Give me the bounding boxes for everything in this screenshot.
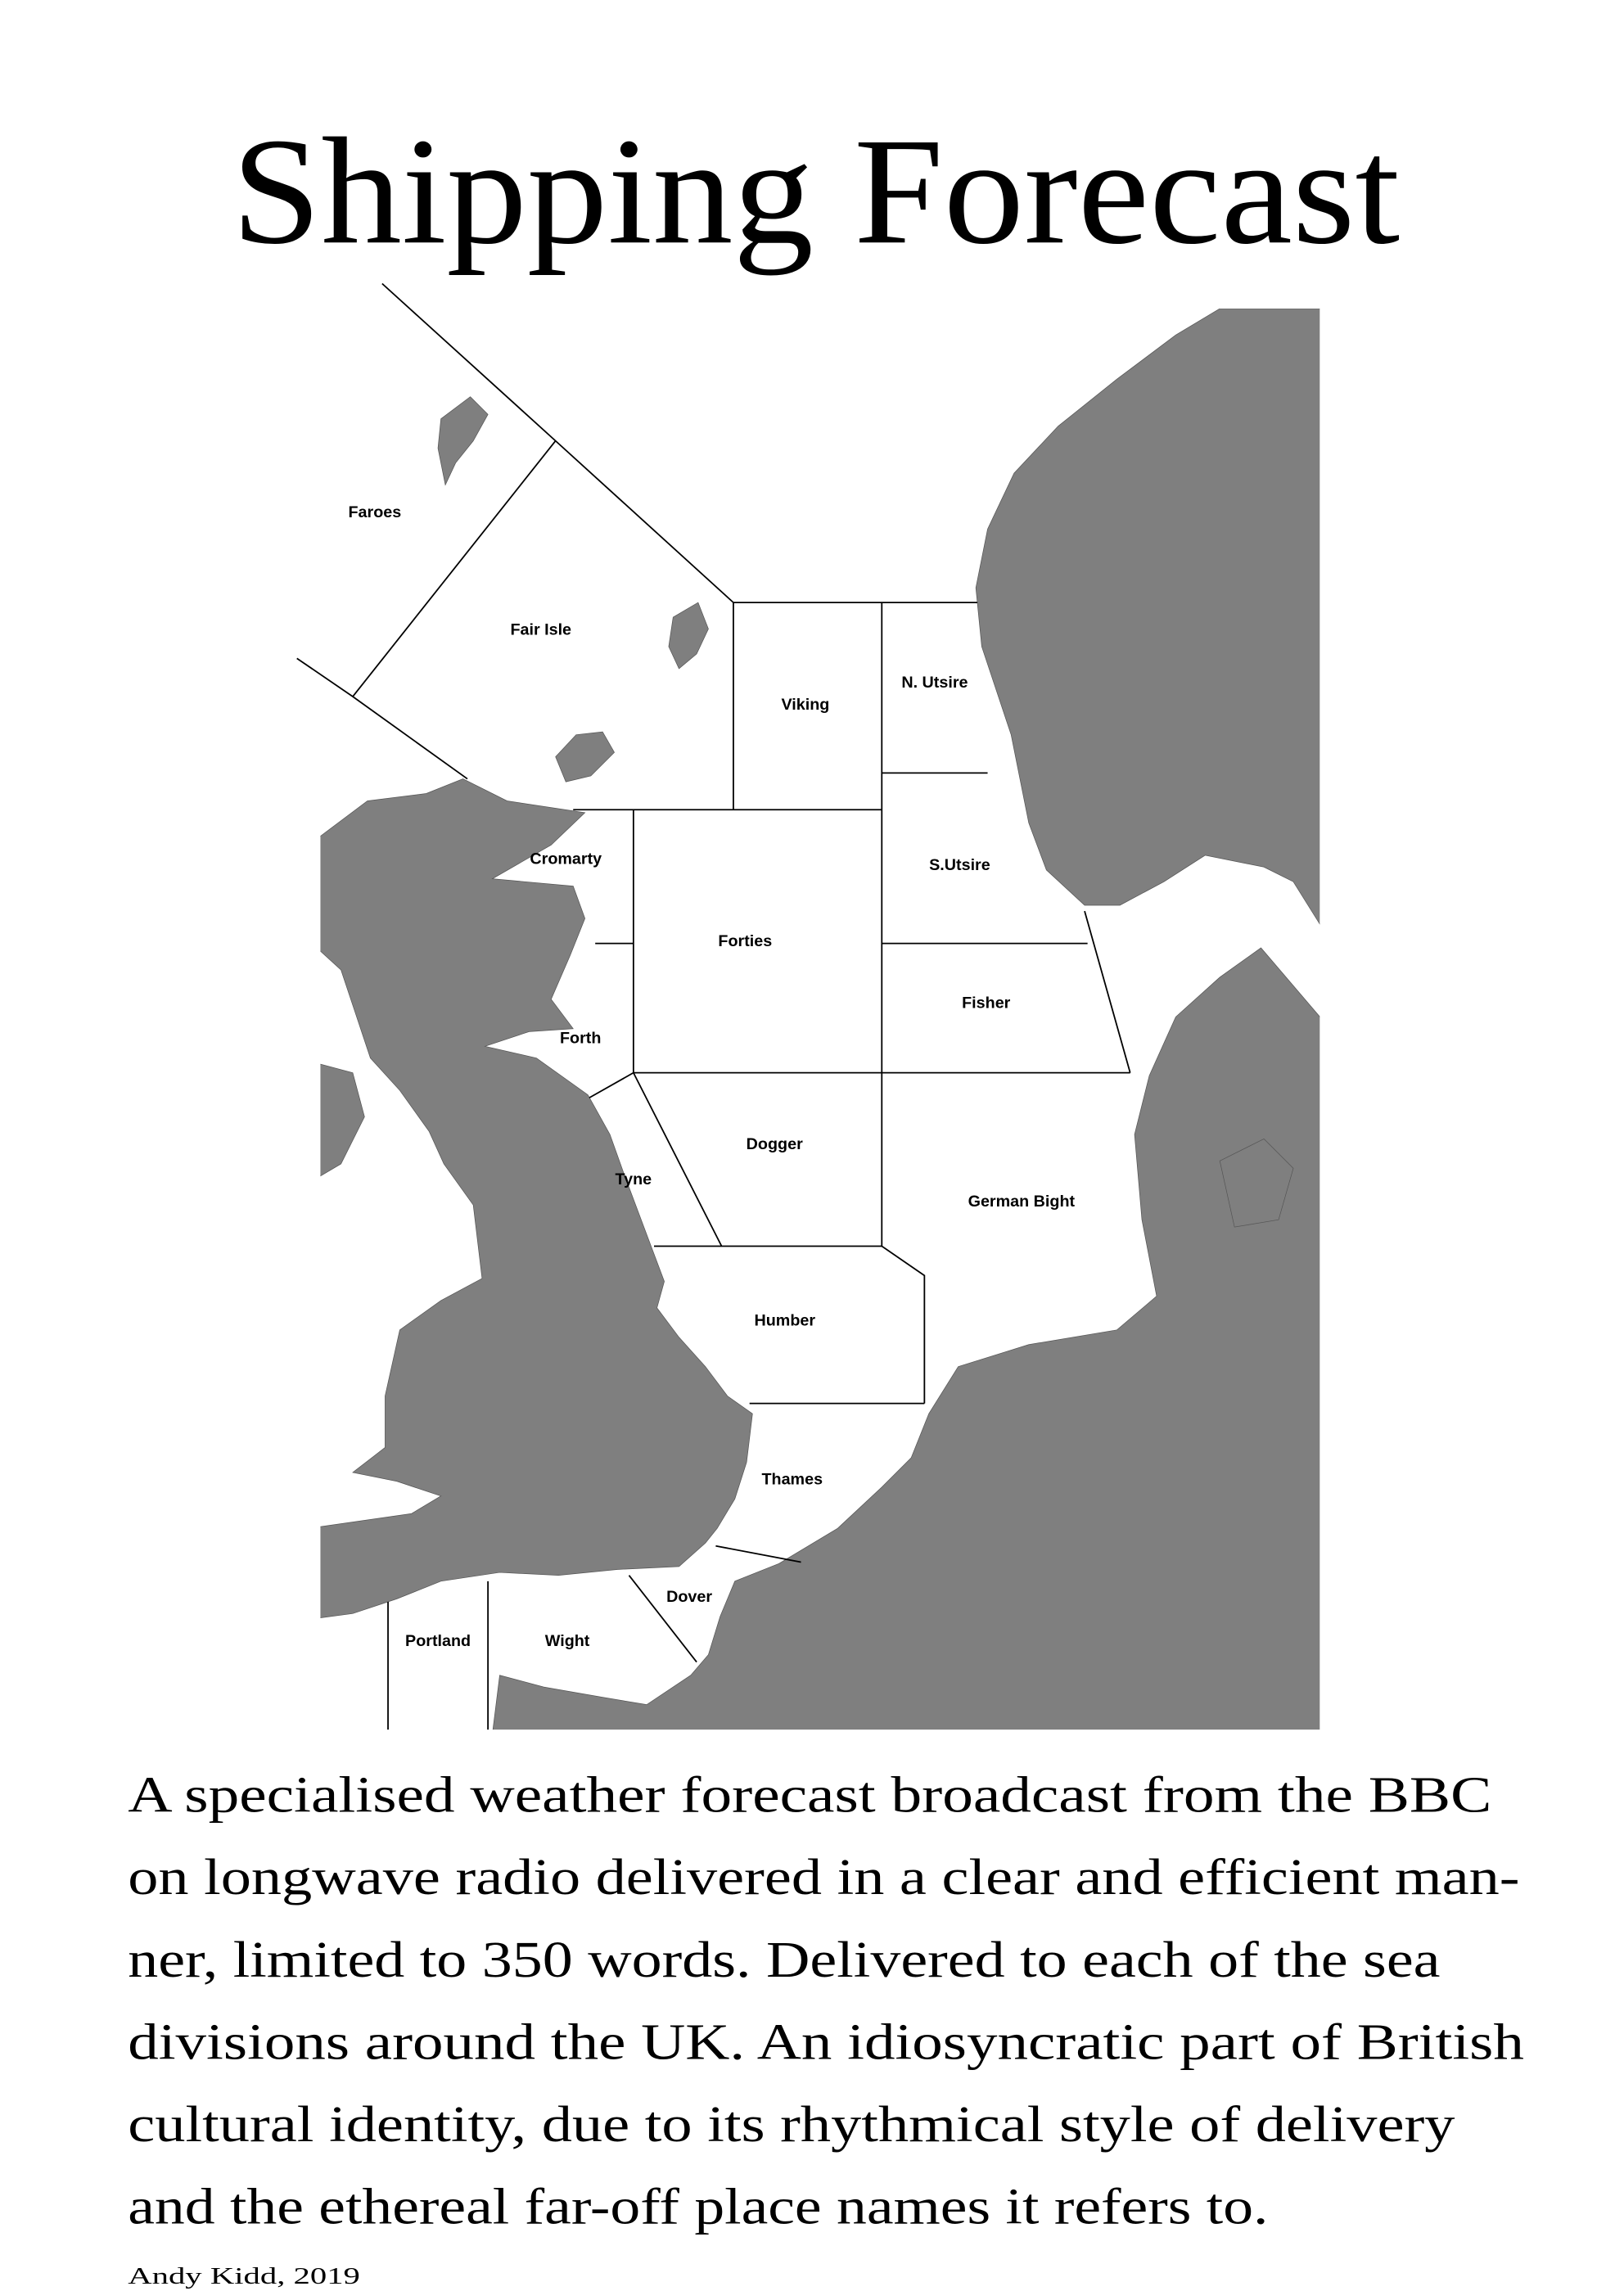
ireland-land <box>320 1063 365 1177</box>
description-line: divisions around the UK. An idiosyncrati… <box>128 2013 1524 2070</box>
great-britain-land <box>320 778 753 1618</box>
label-portland: Portland <box>405 1632 471 1650</box>
description-paragraph: A specialised weather forecast broadcast… <box>128 1766 1524 2235</box>
label-fisher: Fisher <box>962 994 1011 1012</box>
page-title: Shipping Forecast <box>232 107 1400 276</box>
description-line: ner, limited to 350 words. Delivered to … <box>128 1931 1440 1988</box>
label-wight: Wight <box>545 1632 590 1650</box>
label-fair-isle: Fair Isle <box>510 621 571 639</box>
continent-land <box>492 947 1320 1730</box>
orkney-land <box>555 731 615 782</box>
label-humber: Humber <box>754 1311 815 1329</box>
faroe-islands-land <box>437 396 489 486</box>
norway-land <box>975 309 1320 925</box>
label-forties: Forties <box>718 932 772 950</box>
label-north-utsire: N. Utsire <box>901 674 968 692</box>
label-forth: Forth <box>560 1030 601 1048</box>
description-line: and the ethereal far-off place names it … <box>128 2177 1268 2235</box>
label-thames: Thames <box>761 1470 823 1488</box>
description-line: A specialised weather forecast broadcast… <box>128 1766 1491 1824</box>
denmark-islands-land <box>1219 1138 1294 1228</box>
sea-area-labels: Faroes Fair Isle Viking N. Utsire S.Utsi… <box>349 503 1076 1650</box>
label-dover: Dover <box>666 1588 712 1606</box>
label-dogger: Dogger <box>747 1135 803 1153</box>
author-credit: Andy Kidd, 2019 <box>128 2263 360 2289</box>
label-viking: Viking <box>781 696 829 714</box>
label-south-utsire: S.Utsire <box>929 856 990 874</box>
description-line: cultural identity, due to its rhythmical… <box>128 2095 1455 2153</box>
shetland-land <box>668 602 709 670</box>
label-tyne: Tyne <box>616 1170 652 1188</box>
label-cromarty: Cromarty <box>530 850 602 868</box>
sea-area-boundaries <box>296 282 1131 1730</box>
label-german-bight: German Bight <box>968 1193 1076 1211</box>
shipping-map: Faroes Fair Isle Viking N. Utsire S.Utsi… <box>296 282 1320 1730</box>
label-faroes: Faroes <box>349 503 402 521</box>
description-line: on longwave radio delivered in a clear a… <box>128 1848 1519 1905</box>
